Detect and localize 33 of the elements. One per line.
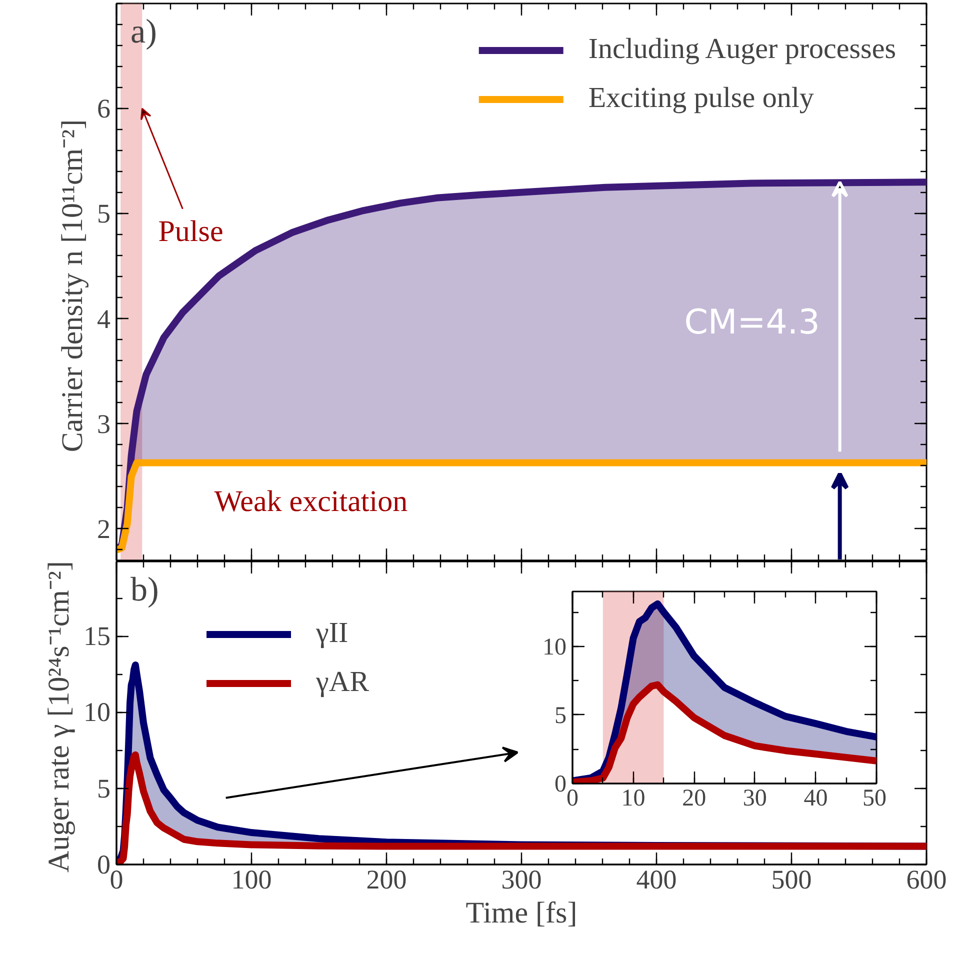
y-tick-label: 6 — [97, 94, 110, 124]
x-tick-label: 200 — [366, 864, 407, 894]
x-axis-title: Time [fs] — [466, 896, 578, 930]
x-tick-label: 300 — [501, 864, 542, 894]
y-tick-label: 10 — [542, 634, 566, 660]
legend-label: Including Auger processes — [588, 33, 896, 66]
x-tick-label: 30 — [742, 786, 767, 812]
x-tick-label: 600 — [906, 864, 947, 894]
y-tick-label: 5 — [97, 198, 110, 229]
annotation: Pulse — [158, 214, 224, 248]
y-axis-title: Carrier density n [10¹¹cm⁻²] — [56, 119, 89, 452]
y-tick-label: 10 — [84, 697, 110, 728]
annotation: Weak excitation — [214, 484, 408, 518]
annotation: CM=4.3 — [684, 302, 820, 342]
x-tick-label: 100 — [231, 864, 272, 894]
x-tick-label: 40 — [804, 786, 828, 812]
x-tick-label: 10 — [621, 786, 646, 812]
chart-title: b) — [130, 572, 159, 608]
y-tick-label: 2 — [97, 514, 110, 544]
y-axis-title: Auger rate γ [10²⁴s⁻¹cm⁻²] — [42, 561, 76, 872]
legend-label: Exciting pulse only — [588, 82, 814, 115]
legend-label: γII — [316, 617, 348, 650]
chart-title: a) — [130, 14, 157, 50]
x-tick-label: 50 — [862, 786, 886, 812]
y-tick-label: 3 — [97, 408, 110, 439]
x-tick-label: 20 — [682, 786, 706, 812]
legend-label: γAR — [316, 666, 370, 699]
y-tick-label: 5 — [554, 702, 566, 729]
y-tick-label: 15 — [84, 621, 110, 652]
x-tick-label: 500 — [771, 864, 812, 894]
y-tick-label: 4 — [97, 304, 111, 334]
y-tick-label: 5 — [97, 773, 110, 804]
x-tick-label: 400 — [636, 864, 677, 894]
